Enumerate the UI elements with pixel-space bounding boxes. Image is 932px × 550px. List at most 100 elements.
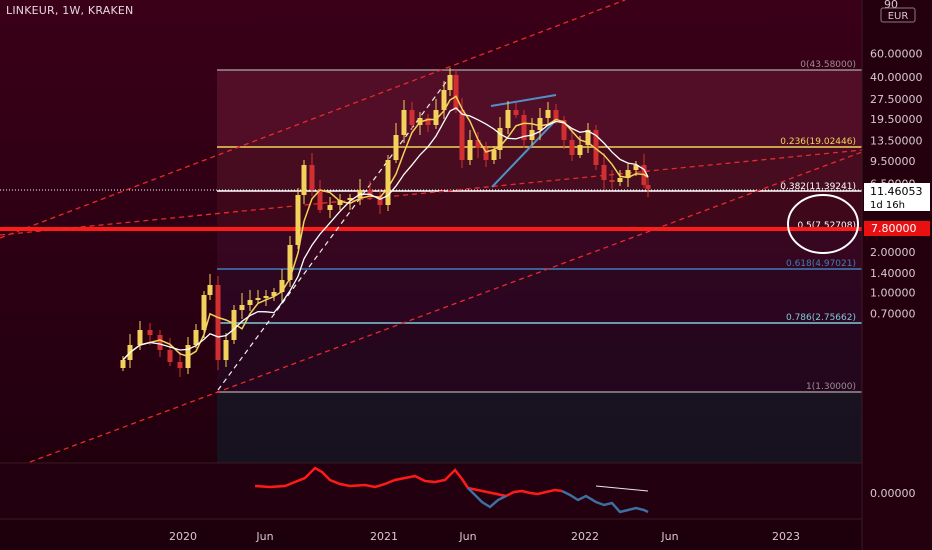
candle-body — [475, 140, 481, 148]
candle-body — [287, 245, 293, 280]
candle-body — [569, 140, 575, 155]
candle-body — [505, 110, 511, 128]
candle-body — [309, 165, 315, 190]
candle-body — [593, 130, 599, 165]
price-tick-label: 9.50000 — [870, 155, 916, 168]
price-tick-label: 19.50000 — [870, 113, 923, 126]
currency-label: EUR — [888, 11, 909, 22]
candle-body — [193, 330, 199, 345]
fib-zones — [217, 70, 862, 463]
indicator-pane-bg — [0, 464, 862, 518]
candle-body — [483, 148, 489, 160]
fib-zone-below — [217, 392, 862, 463]
candlestick-series — [120, 68, 651, 377]
channel-middle — [0, 149, 863, 236]
candle-body — [625, 170, 631, 178]
candle-body — [577, 145, 583, 155]
fib-label-0618: 0.618(4.97021) — [786, 259, 856, 269]
fib-zone-5-618 — [217, 229, 862, 269]
fib-label-05: 0.5(7.52708) — [797, 221, 856, 231]
time-label-jun-2020: Jun — [255, 530, 273, 543]
price-tick-label: 60.00000 — [870, 47, 923, 60]
current-price-badge[interactable] — [864, 183, 930, 211]
candle-body — [367, 190, 373, 196]
candle-body — [295, 195, 301, 245]
candle-body — [491, 150, 497, 160]
price-tick-label: 0.70000 — [870, 308, 916, 321]
candle-body — [521, 115, 527, 140]
candle-body — [279, 280, 285, 292]
candle-body — [201, 295, 207, 330]
candle-body — [393, 135, 399, 160]
current-price-label: 11.46053 — [870, 185, 923, 198]
candle-body — [409, 110, 415, 125]
indicator-red-line — [254, 466, 563, 498]
candle-body — [137, 330, 143, 345]
candle-body — [467, 140, 473, 160]
price-tick-label: 1.00000 — [870, 287, 916, 300]
candle-body — [645, 185, 651, 189]
candle-body — [120, 360, 126, 368]
candle-body — [377, 196, 383, 205]
candle-body — [167, 350, 173, 362]
trendline-dashed[interactable] — [217, 73, 453, 391]
candle-body — [385, 160, 391, 205]
indicator-blue-segment — [561, 489, 649, 514]
fib-zone-618-786 — [217, 269, 862, 323]
time-label-2020: 2020 — [169, 530, 197, 543]
indicator-divergence-line — [595, 485, 649, 492]
time-label-2023: 2023 — [772, 530, 800, 543]
channel-upper — [0, 0, 626, 239]
candle-body — [453, 75, 459, 110]
time-label-jun-2021: Jun — [458, 530, 476, 543]
candle-body — [561, 120, 567, 140]
countdown-label: 1d 16h — [870, 200, 905, 211]
candle-body — [553, 110, 559, 120]
time-label-jun-2022: Jun — [660, 530, 678, 543]
price-tick-label: 13.50000 — [870, 135, 923, 148]
fib-label-0382: 0.382(11.39241) — [780, 182, 856, 192]
channel-lower — [29, 151, 863, 463]
candle-body — [337, 200, 343, 205]
ma-slow-line — [122, 107, 649, 361]
triangle-pattern[interactable] — [490, 94, 557, 188]
candle-body — [327, 205, 333, 210]
candle-body — [441, 90, 447, 110]
fib-label-0236: 0.236(19.02446) — [780, 137, 856, 147]
candle-body — [585, 130, 591, 145]
alert-price-badge[interactable] — [864, 221, 930, 236]
fib-label-1: 1(1.30000) — [806, 382, 856, 392]
candle-body — [617, 178, 623, 182]
candle-body — [545, 110, 551, 118]
fib-zone-786-1 — [217, 323, 862, 392]
symbol-title[interactable]: LINKEUR, 1W, KRAKEN — [6, 4, 134, 17]
candle-body — [601, 165, 607, 180]
candle-body — [177, 362, 183, 368]
fib-label-0786: 0.786(2.75662) — [786, 313, 856, 323]
candle-body — [609, 180, 615, 182]
candle-body — [147, 330, 153, 335]
fib-label-0: 0(43.58000) — [800, 60, 856, 70]
candle-body — [401, 110, 407, 135]
price-scale-panel[interactable] — [862, 0, 932, 550]
candle-body — [263, 296, 269, 298]
candle-body — [513, 110, 519, 115]
candle-body — [317, 190, 323, 210]
price-tick-label: 1.40000 — [870, 267, 916, 280]
candle-body — [537, 118, 543, 130]
fib-zone-236-382 — [217, 147, 862, 191]
candle-body — [271, 292, 277, 296]
price-tick-label: 27.50000 — [870, 93, 923, 106]
candle-body — [247, 300, 253, 305]
candle-body — [447, 75, 453, 90]
trend-channel[interactable] — [0, 0, 863, 463]
annotation-circle[interactable] — [787, 194, 859, 254]
candle-body — [459, 110, 465, 160]
candle-body — [425, 118, 431, 125]
candle-body — [231, 310, 237, 340]
candle-body — [157, 335, 163, 350]
price-tick-label: 2.00000 — [870, 246, 916, 259]
price-tick-label: 40.00000 — [870, 71, 923, 84]
currency-badge[interactable] — [880, 7, 916, 23]
